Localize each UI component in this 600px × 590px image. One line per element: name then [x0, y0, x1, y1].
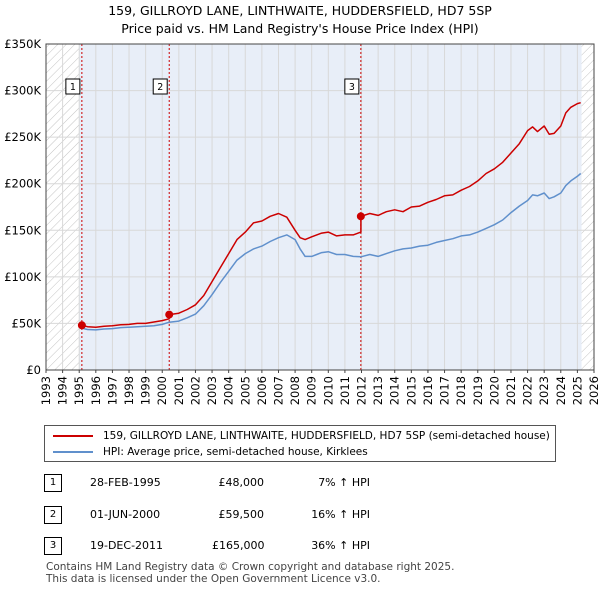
x-tick-label: 2006	[255, 376, 269, 405]
footer-licence: This data is licensed under the Open Gov…	[46, 573, 381, 585]
sale-label: 2	[157, 82, 163, 93]
x-tick-label: 2019	[471, 376, 485, 405]
x-tick-label: 1999	[139, 376, 153, 405]
y-tick-label: £150K	[4, 223, 41, 237]
x-tick-label: 1994	[56, 376, 70, 405]
x-tick-label: 1995	[72, 376, 86, 405]
legend-item-price: 159, GILLROYD LANE, LINTHWAITE, HUDDERSF…	[53, 429, 550, 443]
chart-subtitle: Price paid vs. HM Land Registry's House …	[121, 21, 479, 36]
y-tick-label: £100K	[4, 270, 41, 284]
data-period-shade	[79, 44, 582, 370]
chart-title: 159, GILLROYD LANE, LINTHWAITE, HUDDERSF…	[108, 3, 492, 18]
transaction-price: £165,000	[212, 539, 265, 552]
x-tick-label: 2011	[338, 376, 352, 405]
hatch-after-data	[581, 44, 594, 370]
y-tick-label: £0	[26, 363, 41, 377]
sale-label-box	[344, 78, 360, 95]
x-tick-label: 2023	[537, 376, 551, 405]
x-tick-label: 2026	[587, 376, 600, 405]
sale-point	[165, 310, 174, 319]
transaction-hpi: 7% ↑ HPI	[318, 476, 370, 489]
x-tick-label: 2025	[570, 376, 584, 405]
transaction-date: 19-DEC-2011	[90, 539, 164, 552]
x-tick-label: 2003	[205, 376, 219, 405]
sale-label-box	[152, 78, 168, 95]
x-tick-label: 2002	[188, 376, 202, 405]
sale-label-box	[65, 78, 81, 95]
x-tick-label: 2009	[305, 376, 319, 405]
legend-swatch-hpi	[53, 451, 93, 453]
x-tick-label: 2000	[155, 376, 169, 405]
x-tick-label: 1996	[89, 376, 103, 405]
x-tick-label: 1998	[122, 376, 136, 405]
transaction-date: 01-JUN-2000	[90, 508, 161, 521]
sale-label: 3	[349, 82, 355, 93]
legend-item-hpi: HPI: Average price, semi-detached house,…	[53, 445, 368, 459]
price-chart: 1 2 3 £0 £50K £100K £150K £200K £250K £300K £350K 1…	[4, 37, 600, 405]
transaction-number: 2	[44, 506, 62, 524]
hpi-line	[81, 172, 582, 331]
y-tick-label: £300K	[4, 84, 41, 98]
transaction-date: 28-FEB-1995	[90, 476, 161, 489]
x-tick-label: 2008	[288, 376, 302, 405]
transaction-hpi: 16% ↑ HPI	[311, 508, 370, 521]
legend-swatch-price	[53, 435, 93, 437]
transaction-price: £48,000	[218, 476, 265, 489]
transaction-price: £59,500	[218, 508, 265, 521]
transaction-number: 3	[44, 537, 62, 555]
x-tick-label: 2018	[454, 376, 468, 405]
y-tick-label: £250K	[4, 130, 41, 144]
y-tick-label: £350K	[4, 37, 41, 51]
legend-label-price: 159, GILLROYD LANE, LINTHWAITE, HUDDERSF…	[103, 430, 550, 442]
legend-label-hpi: HPI: Average price, semi-detached house,…	[103, 446, 368, 458]
x-tick-label: 2015	[404, 376, 418, 405]
x-tick-label: 1993	[39, 376, 53, 405]
x-tick-label: 2022	[521, 376, 535, 405]
x-tick-label: 2007	[271, 376, 285, 405]
x-tick-label: 2017	[438, 376, 452, 405]
x-tick-label: 2024	[554, 376, 568, 405]
x-tick-label: 2012	[355, 376, 369, 405]
plot-frame	[45, 43, 595, 371]
x-tick-label: 2016	[421, 376, 435, 405]
legend: 159, GILLROYD LANE, LINTHWAITE, HUDDERSF…	[44, 425, 556, 462]
y-tick-label: £200K	[4, 177, 41, 191]
x-tick-label: 2004	[222, 376, 236, 405]
x-tick-label: 2005	[238, 376, 252, 405]
x-tick-label: 2001	[172, 376, 186, 405]
footer-copyright: Contains HM Land Registry data © Crown c…	[46, 561, 455, 573]
x-tick-label: 1997	[105, 376, 119, 405]
sale-point	[77, 321, 86, 330]
x-tick-label: 2021	[504, 376, 518, 405]
x-tick-label: 2020	[487, 376, 501, 405]
sale-label: 1	[70, 82, 76, 93]
x-tick-label: 2013	[371, 376, 385, 405]
transaction-hpi: 36% ↑ HPI	[311, 539, 370, 552]
x-tick-label: 2010	[321, 376, 335, 405]
y-tick-label: £50K	[12, 316, 42, 330]
sale-point	[356, 212, 365, 221]
x-tick-label: 2014	[388, 376, 402, 405]
transaction-number: 1	[44, 474, 62, 492]
